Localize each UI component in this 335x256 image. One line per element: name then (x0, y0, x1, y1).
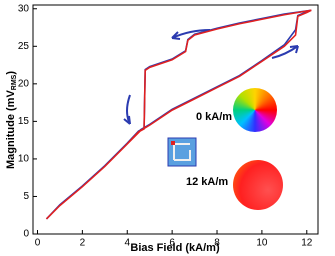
annotation: 0 kA/m (196, 111, 232, 123)
spin-disk-0 (233, 88, 277, 132)
arrows (123, 29, 299, 125)
data-line (45, 9, 312, 220)
arrow-head (289, 45, 299, 54)
y-axis-label: Magnitude (mVRMS) (5, 71, 18, 169)
x-tick-label: 6 (169, 238, 175, 249)
icon-square (167, 137, 197, 167)
y-tick-label: 20 (18, 78, 30, 89)
arrow (271, 45, 299, 59)
plot-frame (32, 4, 319, 235)
y-axis-label-end: ) (5, 71, 17, 75)
spin-disk-12 (233, 160, 283, 210)
y-axis-label-main: Magnitude (mV (5, 90, 17, 169)
arrow-head (123, 115, 131, 125)
y-tick-label: 25 (18, 41, 30, 52)
y-tick-label: 10 (18, 154, 30, 165)
annotation: 12 kA/m (186, 176, 228, 188)
x-axis-label: Bias Field (kA/m) (130, 242, 220, 254)
x-tick-label: 10 (256, 238, 268, 249)
y-axis-label-sub: RMS (11, 74, 18, 90)
x-tick-label: 2 (80, 238, 86, 249)
y-tick-label: 15 (18, 116, 30, 127)
arrow-head (171, 31, 181, 40)
x-tick-label: 8 (214, 238, 220, 249)
arrow (171, 29, 211, 39)
x-tick-label: 4 (124, 238, 130, 249)
icon-corner (171, 141, 175, 145)
y-tick-label: 30 (18, 3, 30, 14)
y-tick-label: 0 (23, 229, 29, 240)
y-tick-label: 5 (23, 191, 29, 202)
x-tick-label: 0 (35, 238, 41, 249)
x-tick-label: 12 (301, 238, 313, 249)
state-icon (167, 137, 197, 167)
